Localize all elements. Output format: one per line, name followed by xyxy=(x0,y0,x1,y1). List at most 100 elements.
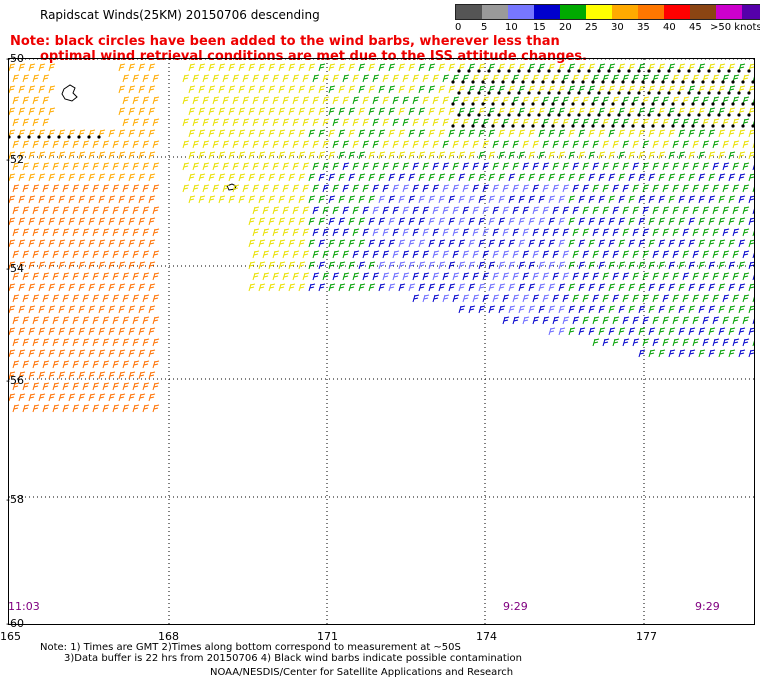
wind-barb xyxy=(578,173,586,182)
quality-flag-dot xyxy=(627,113,631,117)
colorscale-swatch xyxy=(742,5,760,19)
wind-barb xyxy=(388,217,396,226)
wind-barb xyxy=(298,283,306,292)
wind-barb xyxy=(258,217,266,226)
wind-barb xyxy=(368,195,376,204)
wind-barb xyxy=(678,173,686,182)
wind-barb xyxy=(628,151,636,160)
wind-barb xyxy=(48,305,56,314)
wind-barb xyxy=(198,85,206,94)
wind-barb xyxy=(608,151,616,160)
wind-barb xyxy=(522,206,530,215)
wind-barb xyxy=(22,74,30,83)
quality-flag-dot xyxy=(541,80,545,84)
wind-barb xyxy=(498,217,506,226)
wind-barb xyxy=(392,272,400,281)
wind-barb xyxy=(118,371,126,380)
wind-barb xyxy=(738,239,746,248)
wind-barb xyxy=(408,217,416,226)
wind-barb xyxy=(588,327,596,336)
wind-barb xyxy=(22,360,30,369)
wind-barb xyxy=(662,162,670,171)
wind-barb xyxy=(628,129,636,138)
wind-barb xyxy=(732,206,740,215)
wind-barb xyxy=(612,140,620,149)
wind-barb xyxy=(668,239,676,248)
wind-barb xyxy=(482,184,490,193)
wind-barb xyxy=(412,162,420,171)
wind-barb xyxy=(662,338,670,347)
wind-barb xyxy=(362,140,370,149)
wind-barb xyxy=(78,217,86,226)
wind-barb xyxy=(718,195,726,204)
wind-barb xyxy=(752,186,754,193)
wind-barb xyxy=(488,261,496,270)
quality-flag-dot xyxy=(507,113,511,117)
wind-barb xyxy=(28,85,36,94)
wind-barb xyxy=(492,140,500,149)
wind-barb xyxy=(118,261,126,270)
wind-barb xyxy=(338,195,346,204)
wind-barb xyxy=(592,316,600,325)
wind-barb xyxy=(268,217,276,226)
quality-flag-dot xyxy=(537,91,541,95)
wind-barb xyxy=(202,184,210,193)
wind-barb xyxy=(88,173,96,182)
wind-barb xyxy=(148,129,156,138)
wind-barb xyxy=(552,228,560,237)
wind-barb xyxy=(548,283,556,292)
wind-barb xyxy=(458,195,466,204)
wind-barb xyxy=(368,261,376,270)
wind-barb xyxy=(262,118,270,127)
wind-barb xyxy=(388,283,396,292)
quality-flag-dot xyxy=(571,102,575,106)
quality-flag-dot xyxy=(741,80,745,84)
wind-barb xyxy=(652,140,660,149)
wind-barb xyxy=(698,151,706,160)
wind-barb xyxy=(442,74,450,83)
wind-barb xyxy=(708,261,716,270)
wind-barb xyxy=(142,206,150,215)
wind-barb xyxy=(52,250,60,259)
wind-barb xyxy=(18,173,26,182)
quality-flag-dot xyxy=(671,102,675,106)
lat-label-50: -50 xyxy=(6,52,24,65)
wind-barb xyxy=(102,338,110,347)
quality-flag-dot xyxy=(601,124,605,128)
wind-barb xyxy=(658,261,666,270)
wind-barb xyxy=(682,228,690,237)
wind-barb xyxy=(208,107,216,116)
quality-flag-dot xyxy=(527,91,531,95)
wind-barb xyxy=(122,294,130,303)
wind-barb xyxy=(638,261,646,270)
wind-barb xyxy=(12,74,20,83)
wind-barb xyxy=(408,63,416,72)
wind-barb xyxy=(192,74,200,83)
wind-barb xyxy=(508,283,516,292)
colorscale-label: 0 xyxy=(455,22,462,33)
wind-barb xyxy=(62,316,70,325)
wind-barb xyxy=(602,338,610,347)
wind-barb xyxy=(708,129,716,138)
wind-barb xyxy=(88,327,96,336)
wind-barb xyxy=(712,228,720,237)
wind-barb xyxy=(742,294,750,303)
wind-barb xyxy=(418,107,426,116)
wind-barb xyxy=(478,129,486,138)
wind-barb xyxy=(238,85,246,94)
wind-barb xyxy=(68,217,76,226)
wind-barb xyxy=(198,151,206,160)
lon-label-171: 171 xyxy=(317,630,338,643)
wind-barb xyxy=(402,184,410,193)
wind-barb xyxy=(12,404,20,413)
wind-barb xyxy=(202,118,210,127)
time-label-right: 9:29 xyxy=(695,600,720,613)
wind-barb xyxy=(242,118,250,127)
wind-barb xyxy=(92,272,100,281)
wind-barb xyxy=(148,151,156,160)
wind-barb xyxy=(98,327,106,336)
wind-barb xyxy=(242,74,250,83)
wind-barb xyxy=(218,173,226,182)
quality-flag-dot xyxy=(701,102,705,106)
wind-barb xyxy=(58,261,66,270)
